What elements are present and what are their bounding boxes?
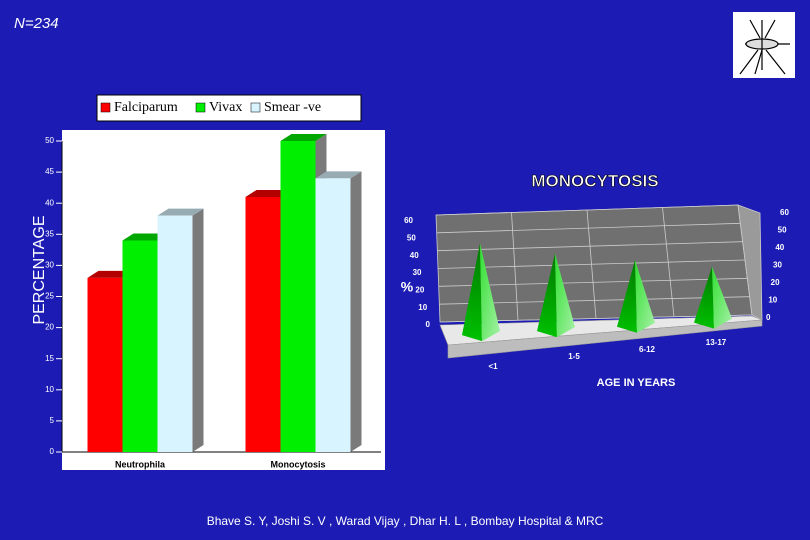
footer: Bhave S. Y, Joshi S. V , Warad Vijay , D…	[207, 514, 604, 528]
chart-title: MONOCYTOSIS	[531, 171, 658, 190]
grid-line	[438, 277, 748, 287]
legend-swatch	[195, 102, 206, 113]
pyramid-left	[617, 259, 637, 333]
x-tick-label: 1-5	[568, 352, 580, 361]
legend-label: Falciparum	[114, 100, 178, 115]
y-tick-label: 0	[50, 447, 55, 456]
y-tick-label: 25	[45, 292, 54, 301]
x-tick-label: <1	[488, 362, 498, 371]
y-tick-label: 10	[418, 303, 427, 312]
pyramid	[694, 266, 732, 329]
bar-top	[157, 208, 204, 216]
pyramid-left	[537, 253, 557, 338]
y-tick-label: 40	[410, 251, 419, 260]
bar-front	[157, 215, 193, 452]
x-tick-label: 13-17	[706, 338, 727, 347]
y-tick-label: 30	[413, 268, 422, 277]
bar-top	[280, 134, 327, 141]
pyramid-right	[555, 253, 575, 338]
grid-line	[437, 241, 743, 252]
x-tick-label: Monocytosis	[270, 459, 325, 469]
bar-top	[315, 171, 362, 179]
legend-swatch	[250, 102, 261, 113]
y-axis-label: PERCENTAGE	[31, 215, 48, 324]
pyramid	[617, 259, 655, 333]
legend-label: Smear -ve	[264, 100, 321, 115]
pyramid	[462, 243, 500, 342]
pyramid	[537, 253, 575, 338]
mosquito-icon	[733, 12, 795, 78]
pyramid-left	[462, 243, 482, 342]
bar-front	[122, 240, 158, 452]
pyramid-left	[694, 266, 714, 329]
bar-front	[87, 277, 123, 452]
pyramid-right	[712, 266, 732, 329]
bar-front	[280, 141, 316, 452]
bar-side	[192, 208, 204, 452]
y-tick-label: 15	[45, 354, 54, 363]
y-tick-label: 60	[404, 216, 413, 225]
note: N=234	[14, 15, 59, 32]
pyramid-right	[480, 243, 500, 342]
y-tick-label-right: 60	[780, 208, 789, 217]
legend-swatch	[100, 102, 111, 113]
x-tick-label: Neutrophila	[115, 459, 166, 469]
y-tick-label-right: 40	[775, 243, 784, 252]
bar	[157, 208, 204, 452]
y-tick-label-right: 30	[773, 261, 782, 270]
y-tick-label: 35	[45, 229, 54, 238]
bar-front	[315, 178, 351, 452]
grid-line	[436, 222, 741, 234]
legend	[96, 94, 362, 122]
pyramid-right	[635, 259, 655, 333]
bar-front	[245, 196, 281, 452]
bar-top	[87, 270, 134, 278]
y-tick-label: 10	[45, 385, 54, 394]
bar	[315, 171, 362, 452]
y-tick-label: 50	[407, 233, 416, 242]
y-tick-label: 20	[415, 285, 424, 294]
y-axis-label: %	[401, 279, 414, 295]
y-tick-label: 45	[45, 167, 54, 176]
bar-top	[122, 233, 169, 241]
y-tick-label: 40	[45, 198, 54, 207]
y-tick-label: 20	[45, 323, 54, 332]
bar-top	[245, 189, 292, 197]
y-tick-label: 5	[50, 416, 55, 425]
y-tick-label-right: 20	[771, 278, 780, 287]
grid-line	[435, 204, 739, 216]
y-tick-label: 50	[45, 136, 54, 145]
grid-line	[437, 259, 746, 269]
bar-side	[350, 171, 362, 452]
x-axis-label: AGE IN YEARS	[597, 377, 676, 389]
y-tick-label: 30	[45, 261, 54, 270]
y-tick-label-right: 10	[768, 296, 777, 305]
floor-front	[447, 319, 763, 359]
y-tick-label-right: 50	[778, 226, 787, 235]
y-tick-label: 0	[426, 320, 431, 329]
x-tick-label: 6-12	[639, 345, 656, 354]
y-tick-label-right: 0	[766, 313, 771, 322]
legend-label: Vivax	[209, 100, 242, 115]
